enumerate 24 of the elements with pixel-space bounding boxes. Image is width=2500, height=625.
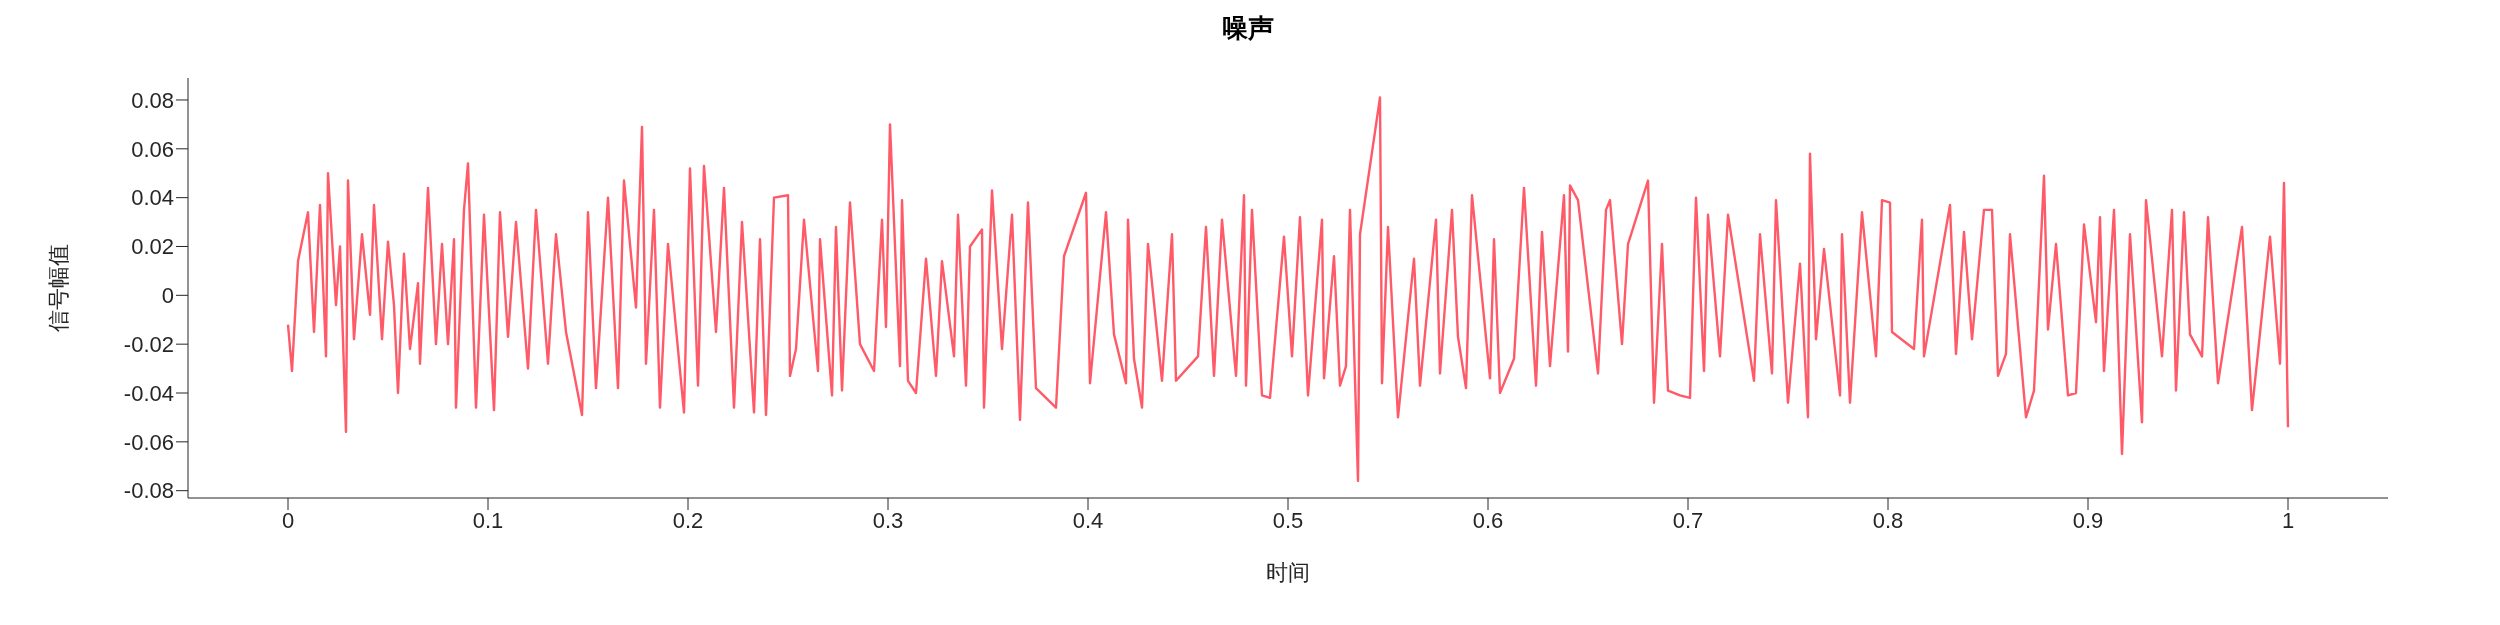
y-tick-label: 0.06 [131, 136, 174, 162]
y-tick-label: -0.08 [123, 478, 174, 504]
x-tick-label: 0.5 [1272, 507, 1304, 533]
x-tick-label: 0.2 [672, 507, 704, 533]
x-tick-label: 0.6 [1472, 507, 1504, 533]
x-tick-label: 1 [2281, 507, 2295, 533]
x-tick-label: 0.7 [1672, 507, 1704, 533]
y-tick-label: -0.06 [123, 429, 174, 455]
x-tick-label: 0.1 [472, 507, 504, 533]
y-tick-label: 0.02 [131, 234, 174, 260]
line-series [286, 96, 2290, 483]
y-axis-title: 信号幅值 [45, 244, 71, 332]
x-tick-label: 0.8 [1872, 507, 1904, 533]
x-tick-label: 0.3 [872, 507, 904, 533]
x-tick-label: 0 [281, 507, 295, 533]
y-tick-label: -0.02 [123, 331, 174, 357]
x-axis-title: 时间 [1266, 560, 1310, 585]
x-tick-label: 0.4 [1072, 507, 1104, 533]
y-tick-label: -0.04 [123, 380, 174, 406]
y-tick-label: 0.04 [131, 185, 174, 211]
y-tick-label: 0 [161, 283, 174, 309]
y-tick-label: 0.08 [131, 87, 174, 113]
x-tick-label: 0.9 [2072, 507, 2104, 533]
chart-title: 噪声 [1221, 12, 1275, 45]
